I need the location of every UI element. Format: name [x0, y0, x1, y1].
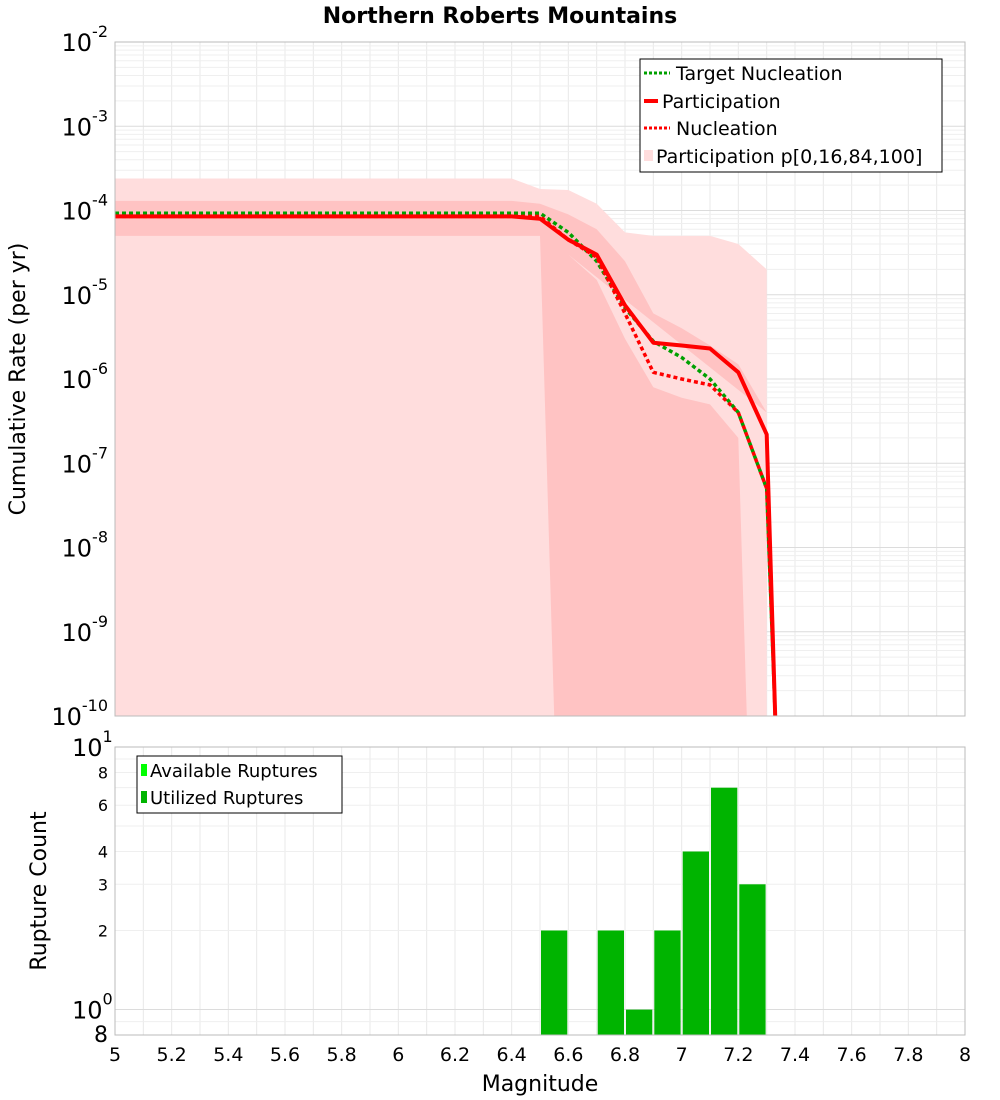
top-legend-box [639, 58, 943, 173]
x-tick-label: 6 [392, 1044, 404, 1066]
legend-item-participation: Participation [644, 91, 781, 113]
chart-title: Northern Roberts Mountains [323, 4, 677, 29]
top-legend: Target Nucleation Participation Nucleati… [639, 58, 943, 173]
series-nucleation [115, 214, 777, 717]
legend-swatch-available-ruptures [141, 764, 147, 776]
bottom-legend-box [136, 755, 343, 814]
x-tick-label: 5.8 [327, 1044, 357, 1066]
top-y-tick-label: 10-5 [62, 275, 109, 310]
x-tick-label: 6.8 [610, 1044, 640, 1066]
x-tick-labels: 5 5.2 5.4 5.6 5.8 6 6.2 6.4 6.6 6.8 7 7.2 7.4 7.6 7.8 8 [109, 1044, 971, 1066]
bar-utilized-ruptures [739, 884, 766, 1035]
series-participation [115, 214, 778, 717]
bottom-y-tick-label: 8 [94, 1023, 108, 1048]
legend-label-participation: Participation [662, 91, 781, 113]
bottom-y-decade-label: 101 [72, 727, 113, 762]
legend-label-nucleation: Nucleation [676, 118, 778, 140]
top-bands [115, 178, 767, 716]
legend-label-available-ruptures: Available Ruptures [150, 761, 318, 782]
legend-label-target-nucleation: Target Nucleation [675, 63, 843, 85]
top-y-tick-labels: 10-10 10-9 10-8 10-7 10-6 10-5 10-4 10-3 10-2 [51, 22, 108, 731]
x-tick-label: 7.4 [780, 1044, 810, 1066]
x-tick-label: 7.8 [893, 1044, 923, 1066]
top-panel: 10-10 10-9 10-8 10-7 10-6 10-5 10-4 10-3 10-2 Cu… [6, 22, 966, 731]
legend-swatch-utilized-ruptures [141, 791, 147, 803]
bar-utilized-ruptures [654, 930, 681, 1035]
top-y-tick-label: 10-10 [51, 696, 108, 731]
top-y-tick-label: 10-2 [62, 22, 109, 57]
top-plot-frame [114, 41, 966, 717]
legend-item-nucleation: Nucleation [644, 118, 778, 140]
bottom-plot-frame [114, 746, 966, 1036]
bar-utilized-ruptures [711, 787, 738, 1035]
x-axis-label: Magnitude [482, 1072, 599, 1097]
x-tick-label: 7.6 [837, 1044, 867, 1066]
top-y-tick-label: 10-6 [62, 359, 109, 394]
legend-label-utilized-ruptures: Utilized Ruptures [150, 788, 303, 809]
bottom-bars [541, 787, 766, 1035]
legend-swatch-participation-band [644, 150, 653, 161]
bar-utilized-ruptures [682, 851, 709, 1035]
top-y-tick-label: 10-9 [62, 612, 109, 647]
bottom-y-tick-label: 2 [98, 922, 108, 941]
bottom-y-decade-label: 100 [72, 990, 113, 1025]
top-y-tick-label: 10-4 [62, 191, 109, 226]
bar-utilized-ruptures [626, 1009, 653, 1035]
legend-item-utilized-ruptures: Utilized Ruptures [141, 788, 303, 809]
bottom-y-tick-label: 6 [98, 796, 108, 815]
top-y-tick-label: 10-3 [62, 106, 109, 141]
band-p-16-84- [115, 200, 767, 716]
x-tick-label: 5 [109, 1044, 121, 1066]
x-tick-label: 6.6 [553, 1044, 583, 1066]
bottom-y-tick-label: 4 [98, 842, 108, 861]
top-lines [115, 211, 778, 717]
legend-label-participation-band: Participation p[0,16,84,100] [656, 146, 922, 168]
top-y-tick-label: 10-7 [62, 443, 109, 478]
x-tick-label: 7.2 [723, 1044, 753, 1066]
x-tick-label: 8 [959, 1044, 971, 1066]
bottom-y-tick-label: 3 [98, 875, 108, 894]
legend-item-target-nucleation: Target Nucleation [644, 63, 843, 85]
x-tick-label: 6.4 [497, 1044, 527, 1066]
x-tick-label: 5.6 [270, 1044, 300, 1066]
legend-item-available-ruptures: Available Ruptures [141, 761, 318, 782]
bar-utilized-ruptures [597, 930, 624, 1035]
bar-utilized-ruptures [541, 930, 568, 1035]
x-tick-label: 6.2 [440, 1044, 470, 1066]
x-tick-label: 5.4 [213, 1044, 243, 1066]
legend-item-participation-band: Participation p[0,16,84,100] [644, 146, 922, 168]
bottom-y-tick-label: 8 [98, 763, 108, 782]
top-y-tick-label: 10-8 [62, 528, 109, 563]
bottom-legend: Available Ruptures Utilized Ruptures [136, 755, 343, 814]
bottom-y-axis-label: Rupture Count [27, 811, 52, 971]
x-tick-label: 5.2 [157, 1044, 187, 1066]
x-tick-label: 7 [676, 1044, 688, 1066]
top-y-axis-label: Cumulative Rate (per yr) [6, 243, 31, 516]
